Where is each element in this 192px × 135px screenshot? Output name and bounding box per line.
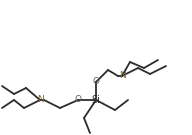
Text: N: N — [119, 72, 125, 80]
Text: Si: Si — [92, 95, 100, 105]
Text: O: O — [74, 95, 81, 104]
Text: O: O — [93, 77, 99, 87]
Text: N: N — [37, 95, 43, 104]
